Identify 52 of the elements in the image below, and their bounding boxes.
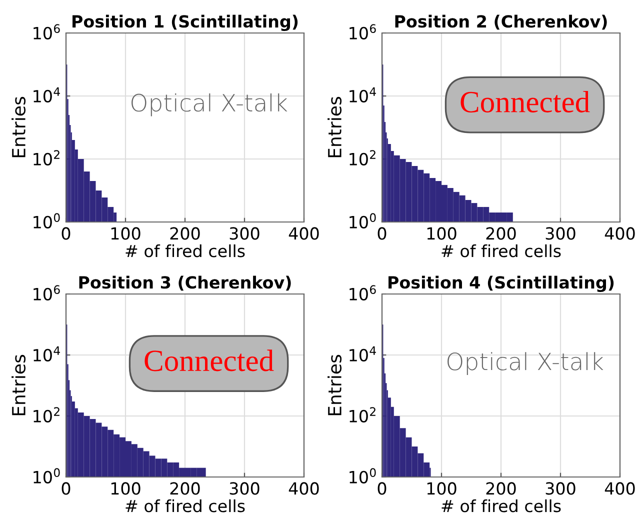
x-tick-label: 200 [486, 482, 516, 495]
x-tick-label: 300 [546, 227, 576, 240]
x-tick-label: 300 [230, 482, 260, 495]
y-tick-label: 10$^{6}$ [350, 24, 376, 40]
y-tick-label: 10$^{0}$ [350, 468, 376, 484]
x-tick-label: 0 [62, 482, 70, 495]
y-axis-title: Entries [12, 354, 26, 416]
x-tick-label: 100 [427, 482, 456, 495]
annotation: Optical X-talk [132, 93, 288, 116]
x-tick-label: 100 [111, 482, 140, 495]
y-tick-label: 10$^{6}$ [350, 285, 376, 300]
x-axis-title: # of fired cells [126, 244, 245, 258]
annotation: Connected [144, 350, 274, 372]
y-tick-label: 10$^{4}$ [350, 87, 376, 102]
x-tick-label: 0 [378, 227, 386, 240]
x-tick-label: 200 [170, 227, 200, 240]
annotation: Connected [460, 90, 590, 112]
y-tick-label: 10$^{0}$ [350, 213, 376, 228]
x-tick-label: 100 [427, 227, 456, 240]
chart-title: Position 3 (Cherenkov) [79, 276, 291, 291]
y-tick-label: 10$^{4}$ [350, 346, 376, 362]
x-tick-label: 300 [546, 482, 576, 495]
y-tick-label: 10$^{6}$ [34, 24, 60, 40]
x-axis-title: # of fired cells [442, 244, 561, 258]
y-tick-label: 10$^{6}$ [34, 285, 60, 300]
x-tick-label: 400 [604, 227, 635, 240]
y-tick-label: 10$^{2}$ [350, 407, 376, 422]
x-tick-label: 400 [288, 227, 319, 240]
chart-title: Position 2 (Cherenkov) [395, 14, 607, 30]
x-tick-label: 300 [230, 227, 260, 240]
x-tick-label: 400 [288, 482, 319, 495]
x-tick-label: 0 [62, 227, 70, 240]
chart-title: Position 4 (Scintillating) [388, 276, 614, 292]
y-tick-label: 10$^{2}$ [34, 150, 60, 166]
y-axis-title: Entries [12, 96, 26, 158]
y-tick-label: 10$^{0}$ [34, 213, 60, 228]
chart-title: Position 1 (Scintillating) [72, 14, 298, 32]
x-tick-label: 100 [111, 227, 140, 240]
y-tick-label: 10$^{4}$ [34, 87, 60, 102]
y-tick-label: 10$^{0}$ [34, 468, 60, 484]
x-axis-title: # of fired cells [126, 499, 245, 512]
y-tick-label: 10$^{4}$ [34, 346, 60, 362]
x-axis-title: # of fired cells [442, 499, 561, 512]
y-tick-label: 10$^{2}$ [350, 150, 376, 166]
x-tick-label: 0 [378, 482, 386, 495]
y-tick-label: 10$^{2}$ [34, 407, 60, 422]
annotation: Optical X-talk [448, 352, 604, 375]
y-axis-title: Entries [328, 354, 342, 416]
x-tick-label: 400 [604, 482, 635, 495]
x-tick-label: 200 [170, 482, 200, 495]
x-tick-label: 200 [486, 227, 516, 240]
y-axis-title: Entries [328, 96, 342, 158]
